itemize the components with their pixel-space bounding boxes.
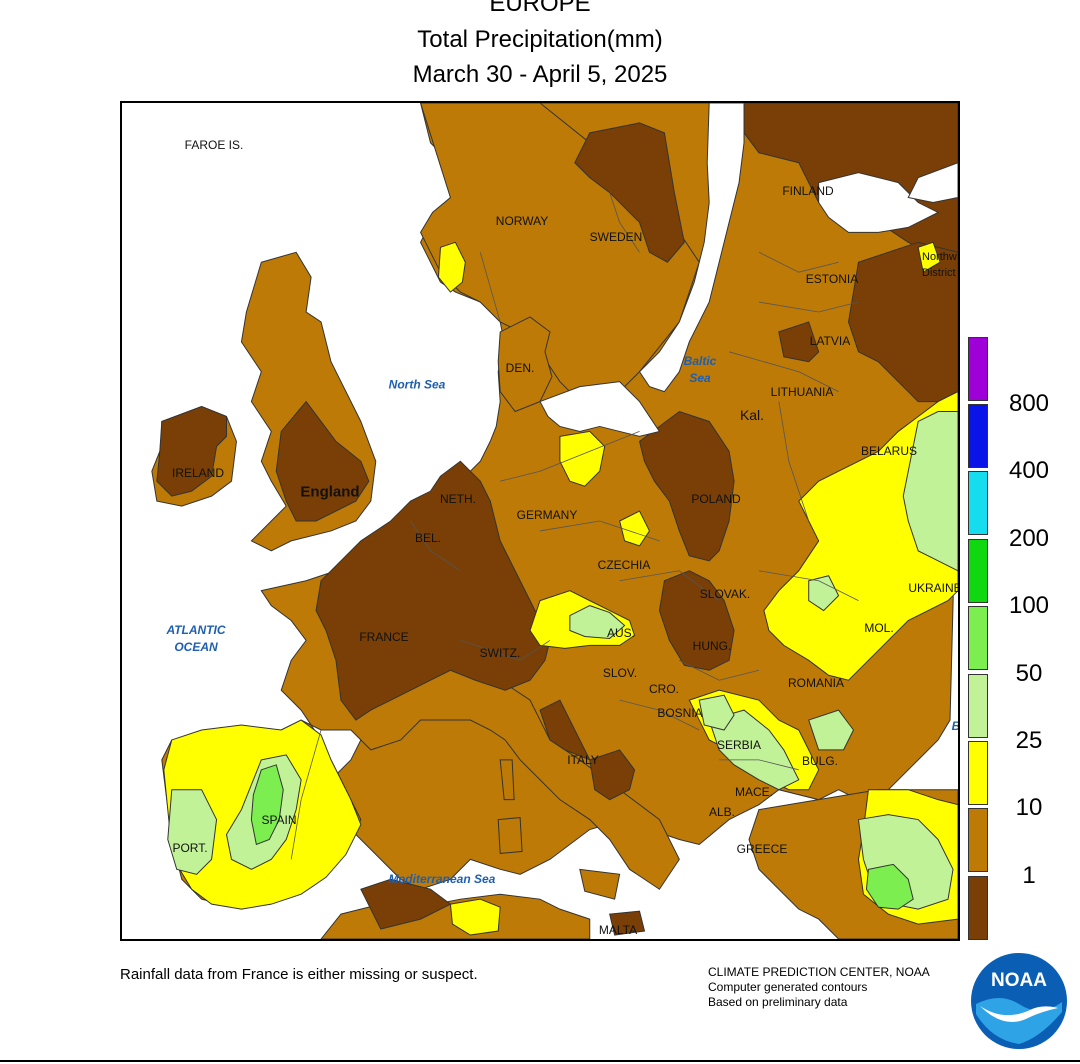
label-macedonia: MACE. bbox=[734, 785, 774, 799]
label-slovakia: SLOVAK. bbox=[699, 587, 751, 601]
legend-label-400: 400 bbox=[1008, 457, 1050, 484]
noaa-logo-text: NOAA bbox=[991, 970, 1047, 991]
label-england: England bbox=[300, 483, 360, 501]
legend-swatch-100-200 bbox=[968, 539, 988, 603]
label-baltic-sea: Baltic Sea bbox=[683, 354, 717, 385]
map-variable-title: Total Precipitation(mm) bbox=[417, 26, 663, 53]
country-borders bbox=[290, 192, 859, 860]
water-bodies bbox=[539, 103, 958, 437]
label-portugal: PORT. bbox=[172, 841, 208, 855]
precipitation-map: FAROE IS. NORWAY SWEDEN FINLAND ESTONIA … bbox=[120, 101, 960, 941]
label-black-sea-cut: B bbox=[951, 719, 960, 733]
label-serbia: SERBIA bbox=[716, 738, 762, 752]
label-moldova: MOL. bbox=[864, 621, 894, 635]
label-finland: FINLAND bbox=[782, 184, 834, 198]
legend-swatch-below-1 bbox=[968, 876, 988, 940]
legend-label-100: 100 bbox=[1008, 592, 1050, 619]
label-belgium: BEL. bbox=[414, 531, 442, 545]
legend-swatch-10-25 bbox=[968, 741, 988, 805]
label-poland: POLAND bbox=[691, 492, 741, 506]
label-north-sea: North Sea bbox=[388, 377, 446, 392]
label-france: FRANCE bbox=[359, 630, 409, 644]
label-netherlands: NETH. bbox=[440, 492, 476, 506]
france-data-note: Rainfall data from France is either miss… bbox=[120, 966, 478, 983]
legend-label-50: 50 bbox=[1015, 660, 1043, 687]
label-greece: GREECE bbox=[736, 842, 788, 856]
label-atlantic-ocean: ATLANTIC OCEAN bbox=[166, 623, 226, 654]
bottom-rule bbox=[0, 1060, 1080, 1062]
label-sweden: SWEDEN bbox=[589, 230, 643, 244]
legend-label-25: 25 bbox=[1015, 727, 1043, 754]
label-croatia: CRO. bbox=[649, 682, 679, 696]
label-belarus: BELARUS bbox=[860, 444, 918, 458]
label-bosnia: BOSNIA bbox=[657, 706, 703, 720]
label-estonia: ESTONIA bbox=[805, 272, 859, 286]
cpc-credit: CLIMATE PREDICTION CENTER, NOAA Computer… bbox=[708, 965, 930, 1010]
label-denmark: DEN. bbox=[505, 361, 535, 375]
label-latvia: LATVIA bbox=[809, 334, 851, 348]
label-austria: AUS. bbox=[606, 626, 636, 640]
label-hungary: HUNG. bbox=[692, 639, 732, 653]
legend-swatch-200-400 bbox=[968, 471, 988, 535]
map-canvas bbox=[151, 103, 958, 939]
label-lithuania: LITHUANIA bbox=[770, 385, 834, 399]
label-spain: SPAIN bbox=[261, 813, 297, 827]
wet-areas-25-50mm bbox=[167, 411, 958, 910]
cpc-credit-line-2: Computer generated contours bbox=[708, 980, 868, 994]
label-bulgaria: BULG. bbox=[801, 754, 839, 768]
label-romania: ROMANIA bbox=[787, 676, 845, 690]
cpc-credit-line-3: Based on preliminary data bbox=[708, 995, 848, 1009]
noaa-logo-icon: NOAA bbox=[971, 953, 1067, 1049]
label-faroe-islands: FAROE IS. bbox=[184, 138, 244, 152]
label-italy: ITALY bbox=[567, 753, 599, 767]
label-mediterranean-sea: Mediterranean Sea bbox=[388, 872, 496, 886]
label-slovenia: SLOV. bbox=[602, 666, 638, 680]
label-albania: ALB. bbox=[708, 805, 736, 819]
legend-swatch-above-800 bbox=[968, 337, 988, 401]
label-malta: MALTA bbox=[598, 923, 638, 937]
legend-label-800: 800 bbox=[1008, 390, 1050, 417]
label-ukraine: UKRAINE bbox=[908, 581, 960, 595]
legend-swatch-1-10 bbox=[968, 808, 988, 872]
legend-swatch-400-800 bbox=[968, 404, 988, 468]
legend-label-1: 1 bbox=[1022, 862, 1036, 889]
legend-swatch-50-100 bbox=[968, 606, 988, 670]
cpc-credit-line-1: CLIMATE PREDICTION CENTER, NOAA bbox=[708, 965, 930, 979]
label-kaliningrad: Kal. bbox=[739, 407, 765, 423]
wet-areas-50-100mm bbox=[250, 764, 914, 910]
label-ireland: IRELAND bbox=[171, 466, 225, 480]
label-germany: GERMANY bbox=[516, 508, 578, 522]
legend-label-200: 200 bbox=[1008, 525, 1050, 552]
label-czechia: CZECHIA bbox=[597, 558, 651, 572]
label-norway: NORWAY bbox=[495, 214, 549, 228]
label-northwest-district: Northw District bbox=[922, 251, 957, 279]
legend-swatch-25-50 bbox=[968, 674, 988, 738]
map-region-title: EUROPE bbox=[489, 0, 591, 17]
legend-label-10: 10 bbox=[1015, 794, 1043, 821]
map-period-title: March 30 - April 5, 2025 bbox=[412, 61, 668, 88]
label-switzerland: SWITZ. bbox=[479, 646, 521, 660]
